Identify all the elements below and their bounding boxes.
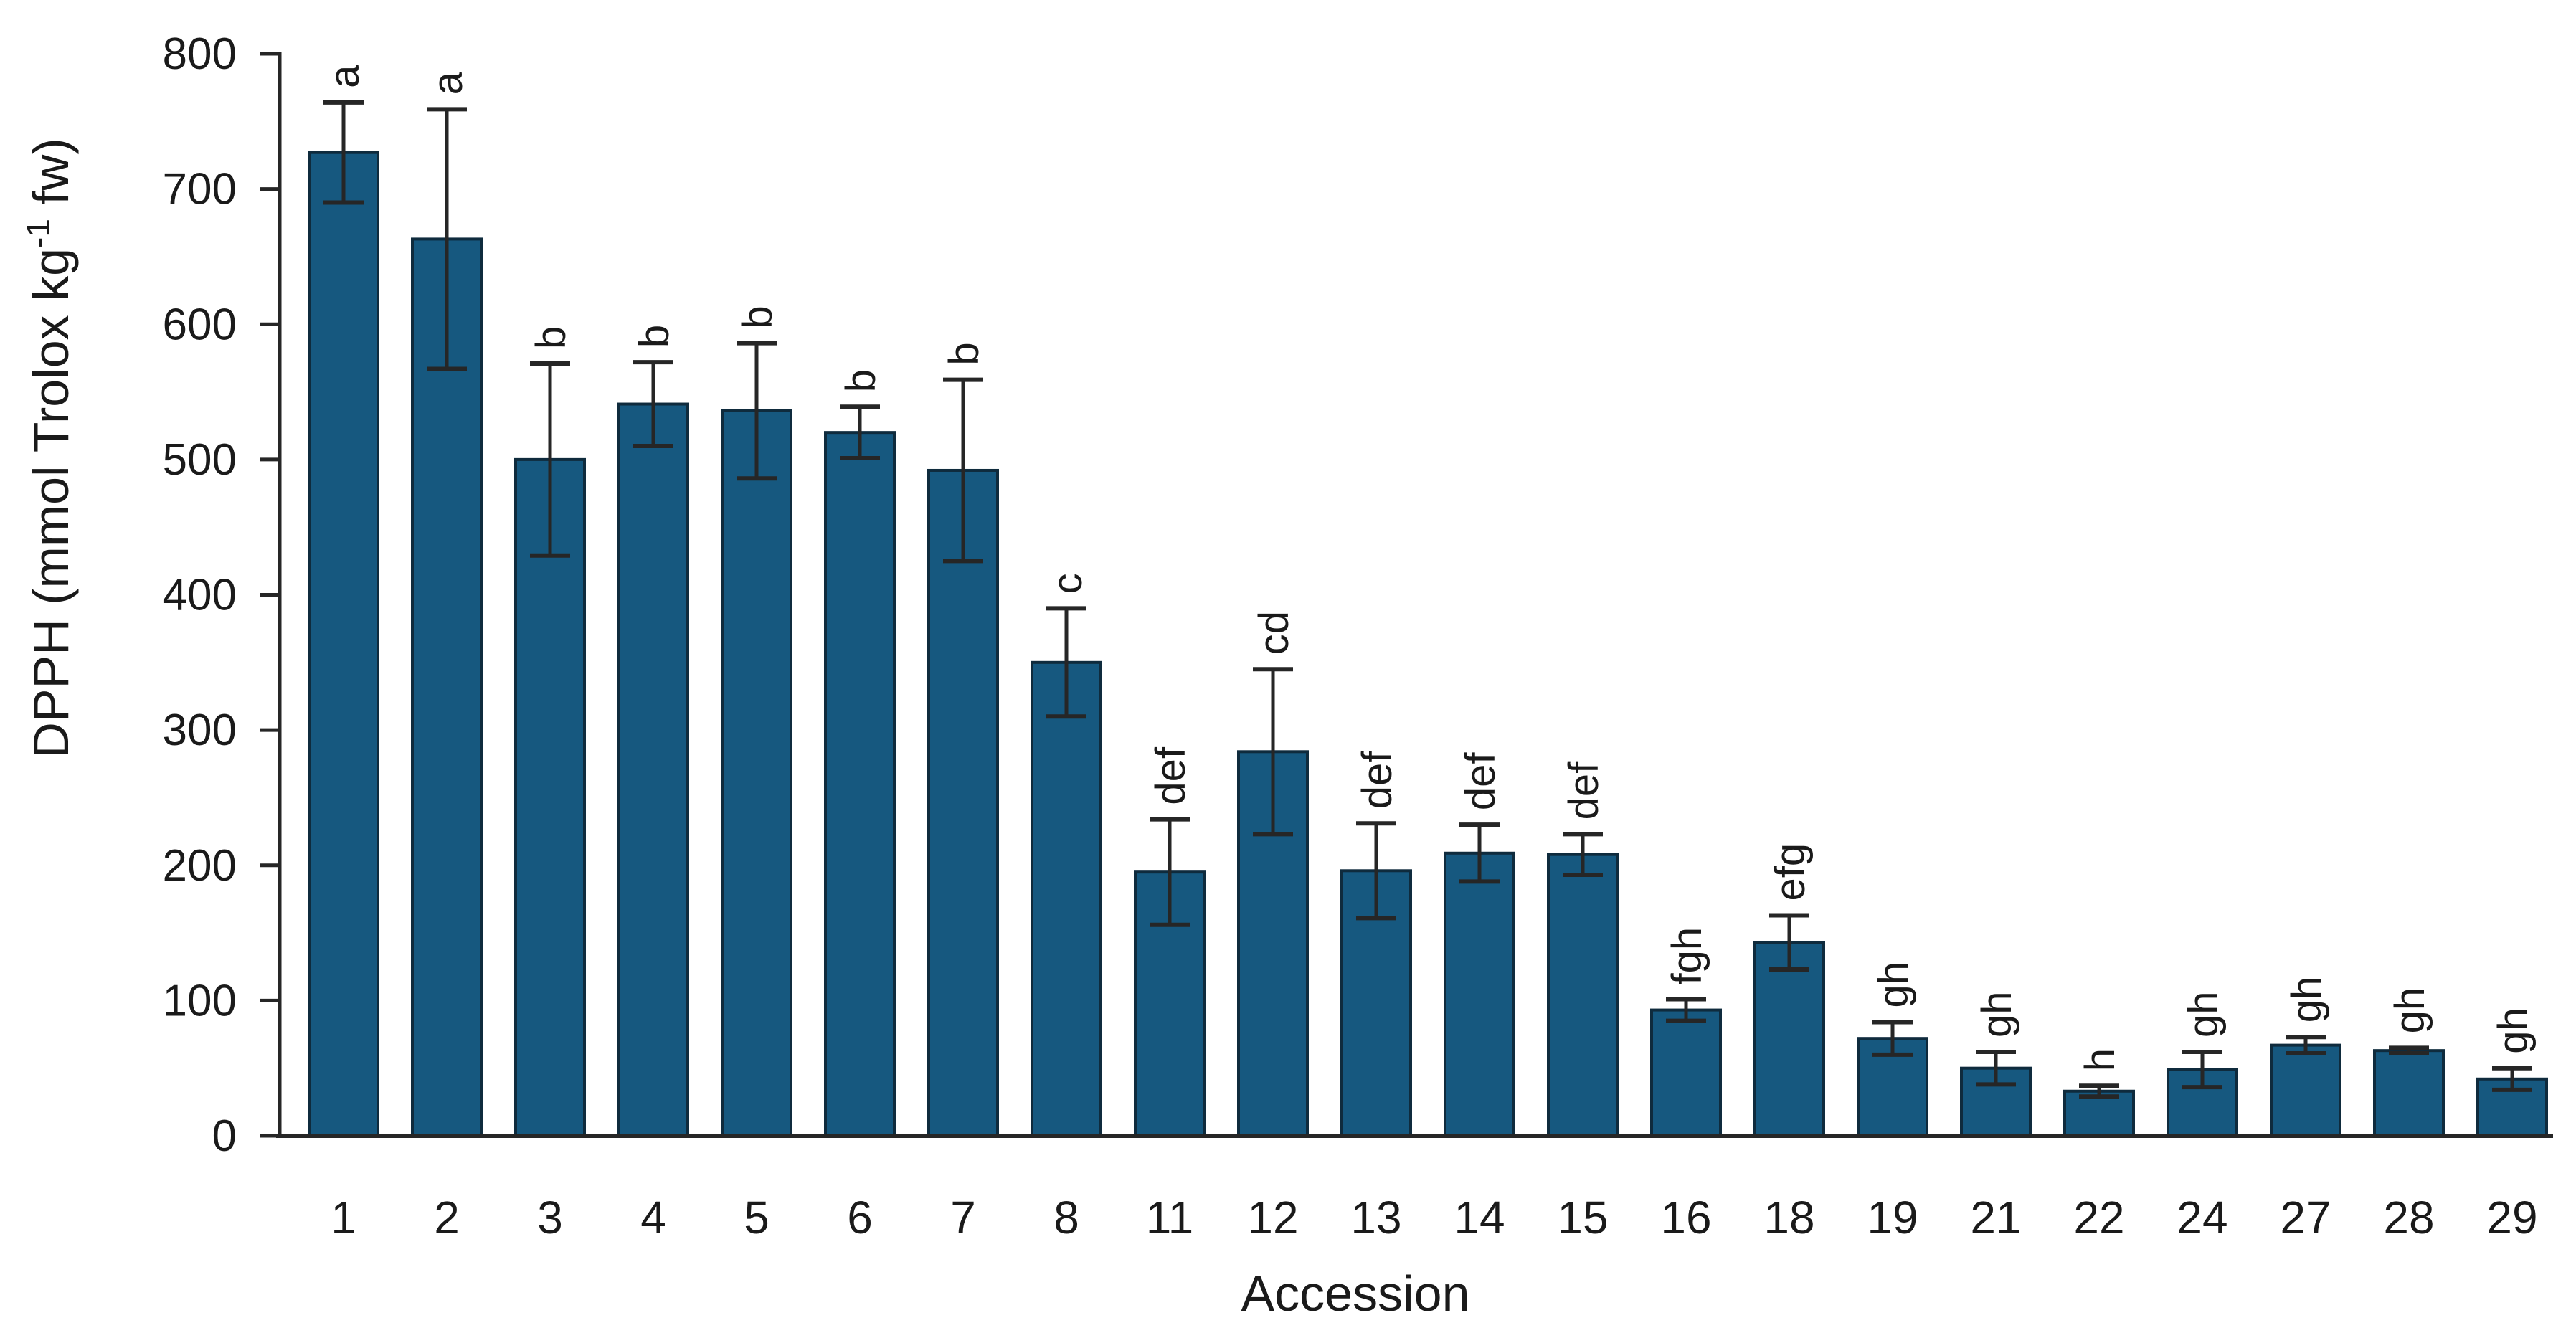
x-tick-label: 3 [537, 1192, 563, 1243]
sig-letter: gh [1974, 992, 2020, 1038]
x-axis: 1 2 3 4 5 6 7 8 11 12 13 14 15 16 18 19 21 22 24 27 28 29 [276, 1134, 2553, 1243]
y-tick-label: 500 [163, 435, 237, 485]
sig-letter: def [1147, 746, 1194, 805]
sig-letter: gh [2490, 1007, 2537, 1054]
y-tick-label: 100 [163, 976, 237, 1025]
bar [2373, 1049, 2445, 1138]
sig-letter: b [941, 342, 988, 365]
x-tick-label: 14 [1454, 1192, 1505, 1243]
bar [514, 457, 586, 1137]
sig-letter: b [734, 305, 781, 328]
x-tick-label: 12 [1247, 1192, 1298, 1243]
y-axis: 0 100 200 300 400 500 600 700 800 [163, 29, 282, 1161]
x-tick-label: 28 [2383, 1192, 2434, 1243]
bar [308, 151, 379, 1137]
sig-letter: gh [2387, 987, 2433, 1034]
x-tick-label: 5 [744, 1192, 770, 1243]
sig-letter: a [425, 71, 471, 95]
sig-letter: gh [2283, 977, 2330, 1023]
sig-letter: def [1561, 761, 1607, 820]
x-tick-label: 11 [1146, 1192, 1193, 1243]
y-axis-title: DPPH (mmol Trolox kg-1 fw) [19, 138, 79, 758]
bar [1547, 853, 1619, 1138]
x-tick-label: 8 [1053, 1192, 1079, 1243]
x-tick-label: 21 [1970, 1192, 2021, 1243]
bar [617, 402, 689, 1137]
sig-letter: b [631, 325, 678, 348]
bar [1753, 941, 1825, 1137]
sig-letter: gh [1870, 962, 1917, 1008]
sig-letter: h [2077, 1048, 2123, 1071]
bar [1031, 660, 1102, 1137]
x-tick-label: 24 [2177, 1192, 2227, 1243]
x-tick-label: 16 [1660, 1192, 1711, 1243]
y-tick-label: 300 [163, 706, 237, 755]
sig-letter: cd [1251, 611, 1297, 655]
bar [2270, 1043, 2341, 1137]
x-tick-label: 15 [1557, 1192, 1608, 1243]
x-tick-label: 4 [640, 1192, 666, 1243]
sig-letter: c [1044, 573, 1091, 594]
bar [1650, 1008, 1722, 1137]
x-tick-label: 6 [847, 1192, 873, 1243]
sig-letter: a [321, 65, 368, 88]
y-tick-label: 400 [163, 571, 237, 620]
y-tick-label: 700 [163, 165, 237, 214]
bar [411, 237, 483, 1137]
bar [824, 431, 896, 1137]
x-tick-label: 7 [950, 1192, 976, 1243]
significance-letters-group: a a b b b b b c def cd def def def fgh efg gh gh h gh gh gh g… [321, 65, 2537, 1071]
sig-letter: b [528, 326, 574, 349]
x-tick-label: 2 [434, 1192, 460, 1243]
y-tick-label: 0 [212, 1111, 237, 1161]
sig-letter: b [838, 369, 884, 392]
sig-letter: def [1457, 752, 1504, 811]
bar [721, 409, 792, 1137]
y-tick-label: 200 [163, 841, 237, 891]
sig-letter: gh [2180, 992, 2227, 1038]
x-tick-label: 27 [2280, 1192, 2331, 1243]
x-tick-label: 22 [2073, 1192, 2124, 1243]
y-axis-title-text: DPPH (mmol Trolox kg-1 fw) [19, 138, 79, 758]
x-tick-label: 13 [1350, 1192, 1401, 1243]
sig-letter: fgh [1664, 927, 1710, 985]
x-axis-title: Accession [1241, 1266, 1469, 1322]
y-tick-label: 600 [163, 300, 237, 349]
x-tick-label: 1 [331, 1192, 356, 1243]
bar [927, 468, 999, 1137]
x-tick-label: 29 [2486, 1192, 2537, 1243]
y-tick-label: 800 [163, 29, 237, 79]
x-tick-label: 19 [1867, 1192, 1918, 1243]
sig-letter: efg [1767, 843, 1814, 901]
sig-letter: def [1354, 751, 1401, 810]
bar [1444, 851, 1515, 1138]
error-bars-group [323, 100, 2532, 1099]
x-tick-label: 18 [1763, 1192, 1814, 1243]
bars-group [308, 151, 2548, 1138]
